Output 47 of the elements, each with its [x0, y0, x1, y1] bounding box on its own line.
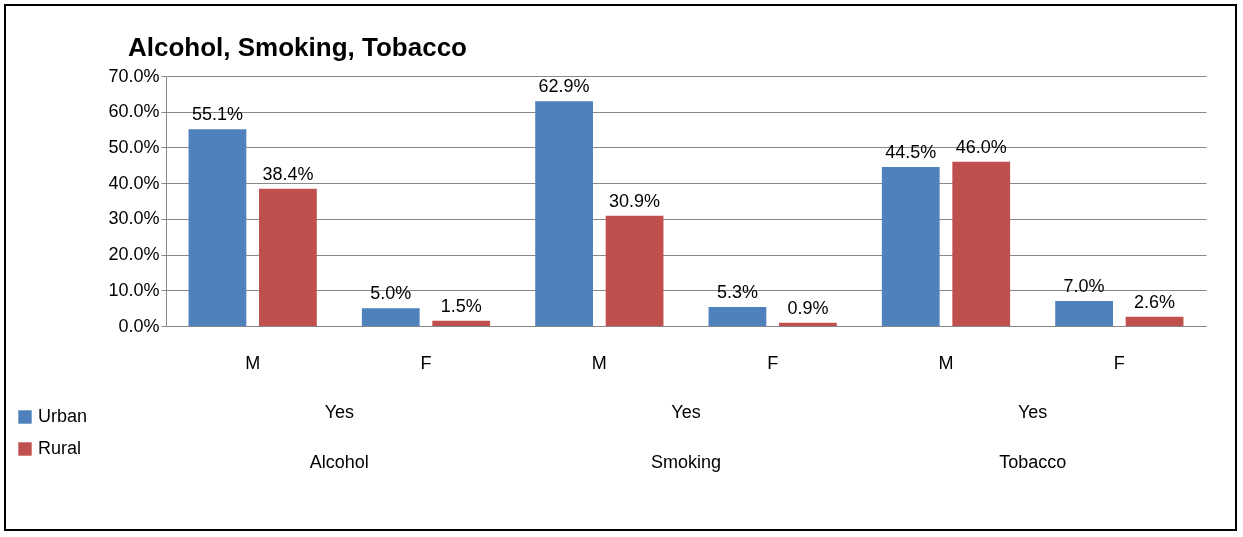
y-tick-label: 40.0% [108, 172, 160, 193]
data-label: 2.6% [1134, 291, 1176, 312]
y-tick-label: 70.0% [108, 65, 160, 86]
bar [881, 167, 940, 326]
text: Tobacco [999, 452, 1067, 472]
bar [1055, 301, 1113, 326]
x-tick-label: M [938, 352, 954, 373]
chart-title: Alcohol, Smoking, Tobacco [128, 32, 467, 62]
x-tick-label: M [591, 352, 607, 373]
y-tick-label: 10.0% [108, 279, 160, 300]
text: Yes [1017, 402, 1048, 422]
bar [361, 308, 420, 326]
bar [259, 188, 317, 326]
y-tick-label: 0.0% [118, 315, 160, 336]
bar [952, 161, 1011, 326]
y-tick-label: 50.0% [108, 136, 160, 157]
bar [432, 320, 491, 326]
data-label: 62.9% [538, 76, 590, 97]
data-label: 5.3% [716, 282, 758, 303]
data-label: 46.0% [955, 136, 1007, 157]
text: Alcohol [309, 452, 369, 472]
data-label: 55.1% [191, 104, 243, 125]
text: Smoking [650, 452, 722, 472]
y-tick-label: 60.0% [108, 101, 160, 122]
bar [708, 307, 767, 326]
text: Yes [324, 402, 355, 422]
x-tick-label: F [420, 352, 432, 373]
bar [779, 322, 837, 326]
y-tick-label: 30.0% [108, 208, 160, 229]
bar [1125, 316, 1184, 326]
bar [605, 215, 664, 326]
data-label: 0.9% [787, 297, 829, 318]
data-label: 1.5% [440, 295, 482, 316]
bar [188, 129, 247, 326]
bar [535, 101, 593, 326]
legend-label: Urban [38, 406, 88, 426]
y-tick-label: 20.0% [108, 244, 160, 265]
data-label: 38.4% [262, 163, 314, 184]
text: Yes [671, 402, 701, 422]
data-label: 7.0% [1063, 276, 1105, 296]
x-tick-label: F [767, 352, 779, 373]
x-tick-label: F [1113, 352, 1125, 373]
legend-label: Rural [38, 438, 82, 458]
data-label: 5.0% [370, 283, 412, 304]
x-tick-label: M [245, 352, 261, 373]
data-label: 44.5% [885, 142, 937, 163]
data-label: 30.9% [609, 190, 661, 211]
